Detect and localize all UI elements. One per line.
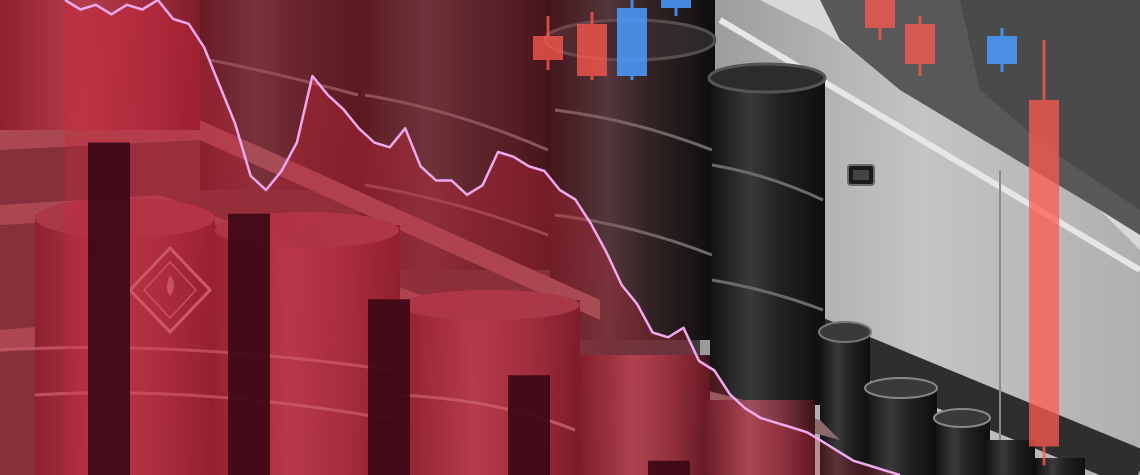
volume-bar: [508, 375, 550, 475]
price-line: [64, 0, 901, 475]
candlestick: [905, 16, 935, 76]
candle-body: [987, 36, 1017, 64]
candlestick: [617, 0, 647, 80]
candle-body: [865, 0, 895, 28]
candlestick: [1029, 40, 1059, 466]
candle-body: [905, 24, 935, 64]
price-area-fill: [65, 0, 900, 475]
candlestick: [865, 0, 895, 40]
candle-body: [1029, 100, 1059, 447]
candle-body: [661, 0, 691, 8]
candlestick: [661, 0, 691, 16]
candle-body: [577, 24, 607, 76]
candlestick-series: [533, 0, 1059, 466]
volume-bar-series: [88, 142, 690, 475]
candle-body: [617, 8, 647, 76]
volume-bar: [368, 299, 410, 475]
candle-body: [533, 36, 563, 60]
candlestick: [577, 12, 607, 80]
candlestick: [987, 28, 1017, 72]
candlestick: [533, 16, 563, 70]
volume-bar: [88, 142, 130, 475]
volume-bar: [648, 460, 690, 475]
volume-bar: [228, 213, 270, 475]
